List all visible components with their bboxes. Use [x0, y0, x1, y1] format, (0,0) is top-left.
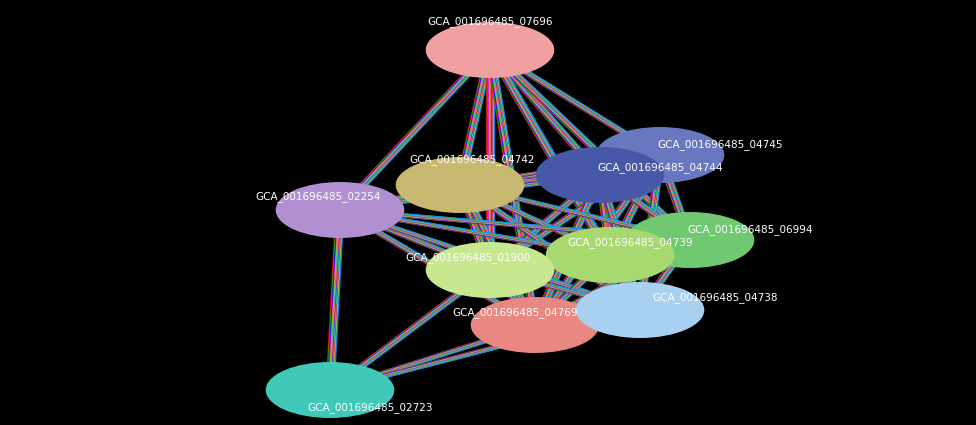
- Circle shape: [275, 182, 404, 238]
- Text: GCA_001696485_04738: GCA_001696485_04738: [652, 292, 778, 303]
- Circle shape: [470, 297, 599, 353]
- Circle shape: [536, 147, 665, 203]
- Text: GCA_001696485_01900: GCA_001696485_01900: [405, 252, 531, 264]
- Text: GCA_001696485_04745: GCA_001696485_04745: [657, 139, 783, 150]
- Text: GCA_001696485_04744: GCA_001696485_04744: [597, 162, 723, 173]
- Text: GCA_001696485_04739: GCA_001696485_04739: [567, 238, 693, 249]
- Circle shape: [546, 227, 674, 283]
- Text: GCA_001696485_06994: GCA_001696485_06994: [687, 224, 813, 235]
- Text: GCA_001696485_04769: GCA_001696485_04769: [452, 308, 578, 318]
- Circle shape: [595, 127, 724, 183]
- Text: GCA_001696485_02254: GCA_001696485_02254: [256, 192, 381, 202]
- Text: GCA_001696485_04742: GCA_001696485_04742: [409, 155, 535, 165]
- Circle shape: [265, 362, 394, 418]
- Circle shape: [426, 22, 554, 78]
- Circle shape: [395, 157, 524, 213]
- Circle shape: [626, 212, 754, 268]
- Text: GCA_001696485_07696: GCA_001696485_07696: [427, 17, 552, 28]
- Circle shape: [426, 242, 554, 298]
- Text: GCA_001696485_02723: GCA_001696485_02723: [307, 402, 432, 414]
- Circle shape: [576, 282, 705, 338]
